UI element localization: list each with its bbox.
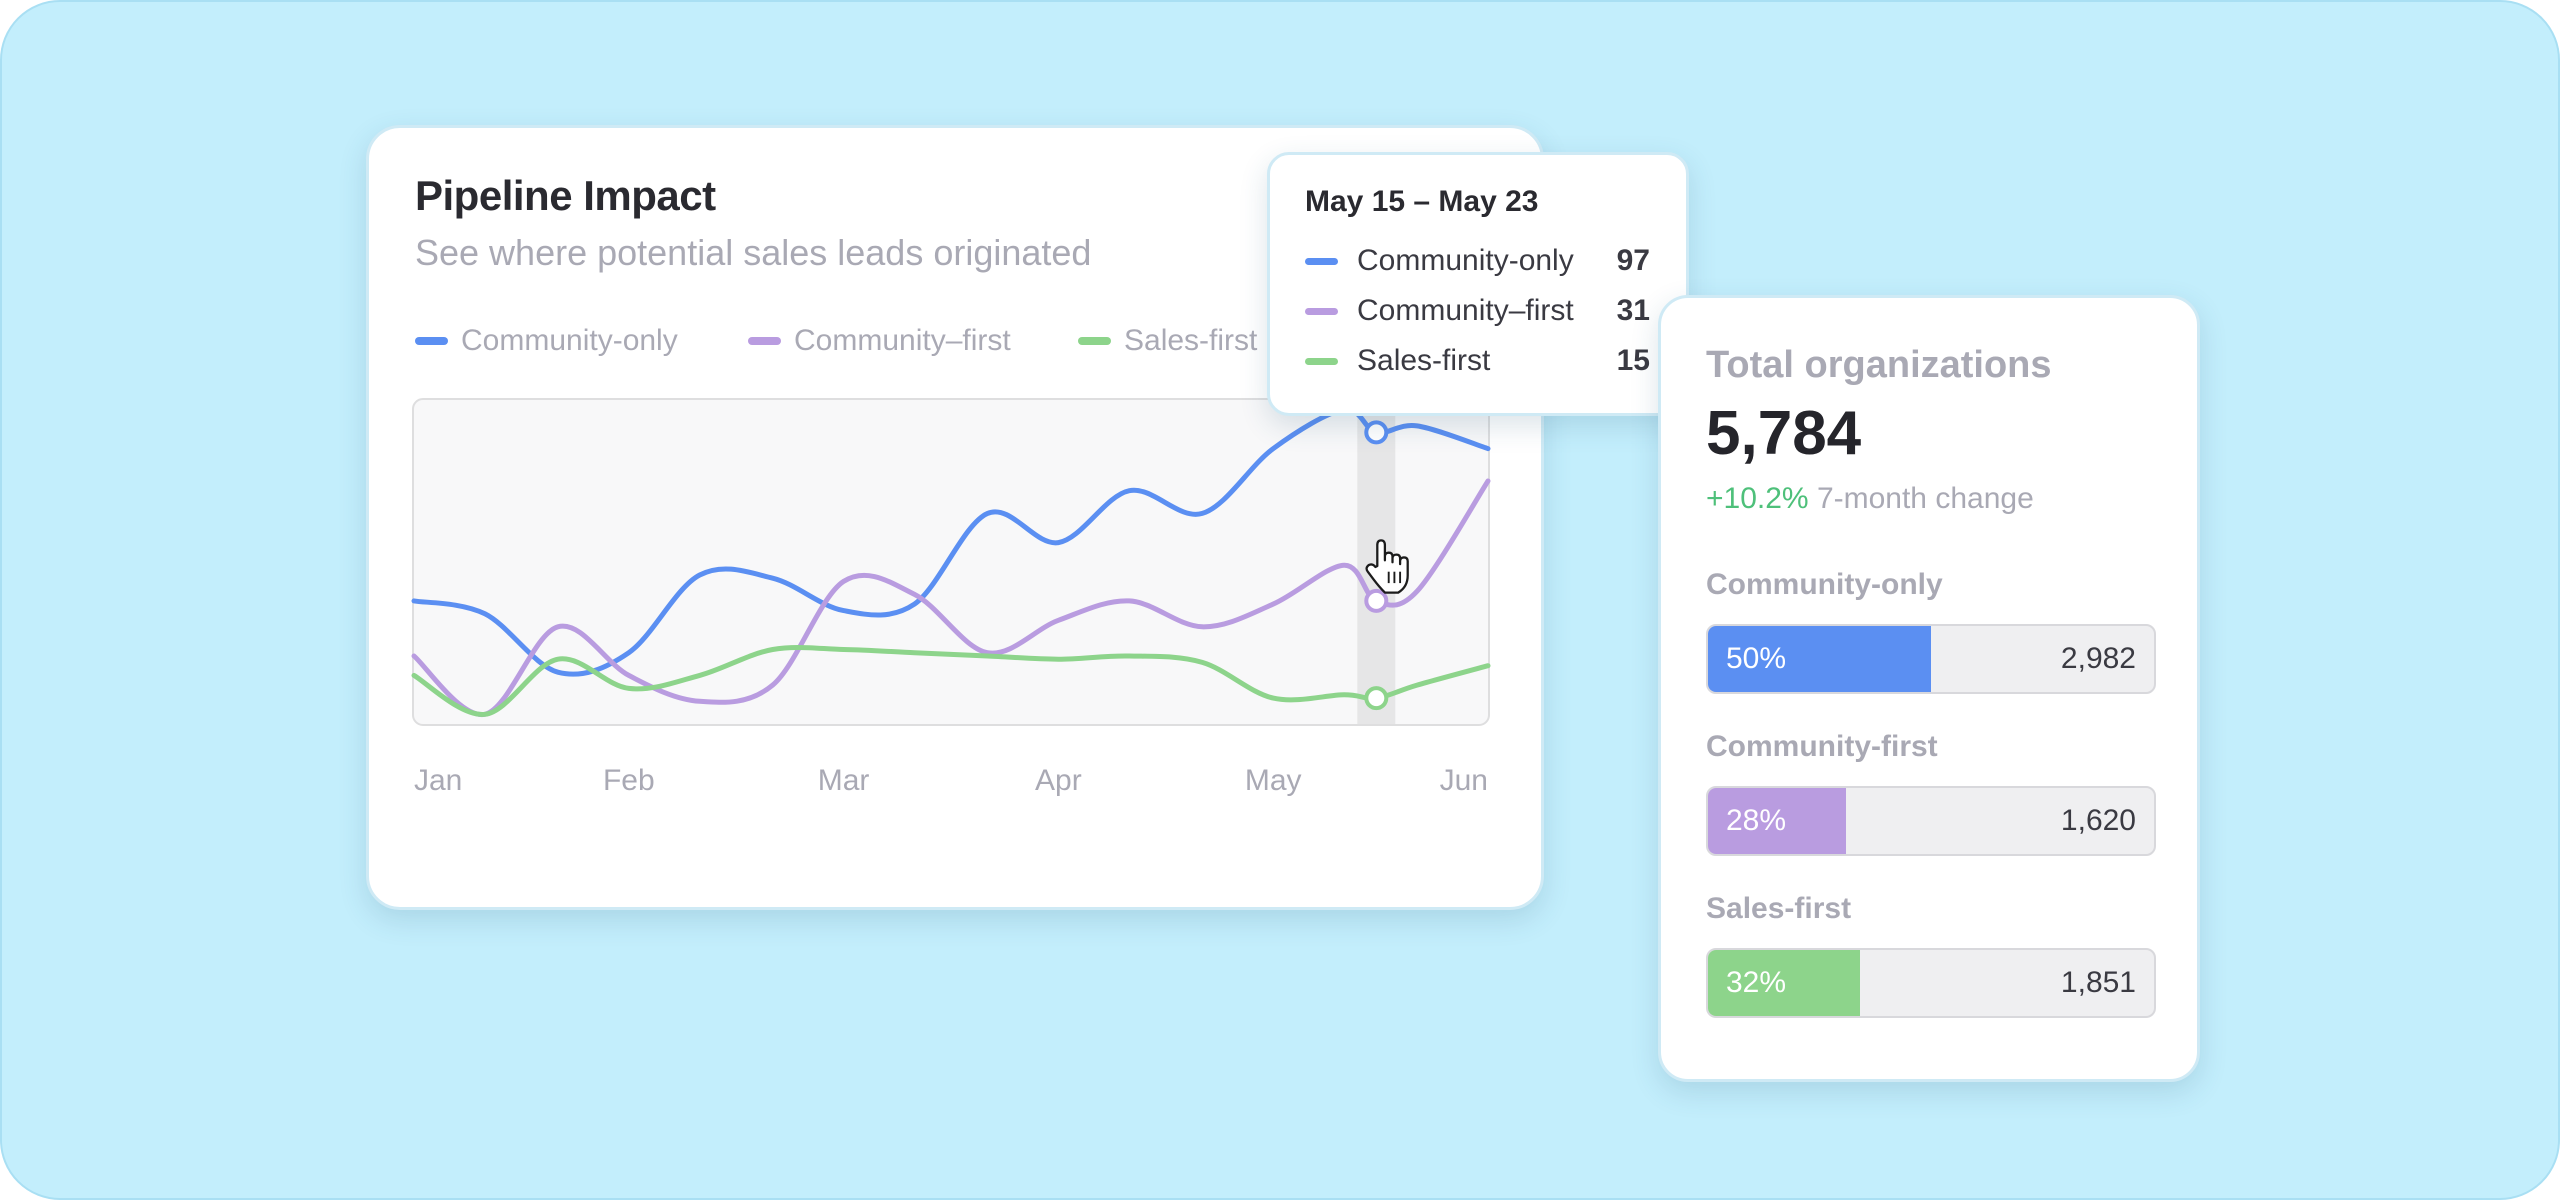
legend-label: Community-only bbox=[461, 324, 678, 357]
tooltip-swatch-community-first bbox=[1305, 307, 1338, 315]
bar-percent: 28% bbox=[1726, 804, 1787, 837]
chart-tooltip: May 15 – May 23 Community-only 97 Commun… bbox=[1267, 152, 1689, 416]
tooltip-value: 97 bbox=[1616, 244, 1650, 277]
x-tick-label-jan: Jan bbox=[414, 764, 462, 797]
total-label: Total organizations bbox=[1706, 344, 2052, 386]
bar-fill bbox=[1708, 950, 1860, 1016]
hand-cursor-icon bbox=[1365, 539, 1409, 594]
total-organizations-card: Total organizations 5,784 +10.2% 7-month… bbox=[1658, 295, 2200, 1082]
segment-label-sales-first: Sales-first bbox=[1706, 892, 1852, 925]
tooltip-swatch-community-only bbox=[1305, 257, 1338, 265]
highlight-point-sales-first[interactable] bbox=[1364, 686, 1389, 711]
bar-count: 1,620 bbox=[2060, 804, 2136, 837]
segment-bar-sales-first[interactable]: 32% 1,851 bbox=[1706, 948, 2156, 1018]
x-tick-label-mar: Mar bbox=[818, 764, 870, 797]
x-tick-label-apr: Apr bbox=[1035, 764, 1082, 797]
total-value: 5,784 bbox=[1706, 399, 1862, 468]
legend-swatch-sales-first bbox=[1078, 337, 1111, 345]
tooltip-label: Community-only bbox=[1357, 244, 1574, 277]
tooltip-swatch-sales-first bbox=[1305, 357, 1338, 365]
bar-fill bbox=[1708, 626, 1931, 692]
tooltip-row-sales-first: Sales-first 15 bbox=[1305, 341, 1650, 381]
legend-label: Community–first bbox=[794, 324, 1011, 357]
line-chart[interactable]: Jan Feb Mar Apr May Jun bbox=[411, 398, 1502, 868]
tooltip-value: 31 bbox=[1616, 294, 1650, 327]
segment-label-community-first: Community-first bbox=[1706, 730, 1938, 763]
x-tick-label-jun: Jun bbox=[1440, 764, 1488, 797]
bar-percent: 50% bbox=[1726, 642, 1787, 675]
legend-label: Sales-first bbox=[1124, 324, 1258, 357]
x-tick-label-may: May bbox=[1245, 764, 1302, 797]
legend-item-community-first[interactable]: Community–first bbox=[748, 324, 1011, 358]
legend-item-community-only[interactable]: Community-only bbox=[415, 324, 678, 358]
highlight-point-community-only[interactable] bbox=[1364, 420, 1389, 445]
bar-fill bbox=[1708, 788, 1847, 854]
series-line-community-first[interactable] bbox=[411, 478, 1491, 717]
chart-subtitle: See where potential sales leads originat… bbox=[415, 232, 1092, 273]
total-change: +10.2% 7-month change bbox=[1706, 482, 2034, 516]
series-line-sales-first[interactable] bbox=[411, 644, 1491, 717]
plot-area bbox=[412, 398, 1490, 726]
segment-bar-community-first[interactable]: 28% 1,620 bbox=[1706, 786, 2156, 856]
segment-bar-community-only[interactable]: 50% 2,982 bbox=[1706, 624, 2156, 694]
segment-label-community-only: Community-only bbox=[1706, 568, 1943, 601]
tooltip-row-community-first: Community–first 31 bbox=[1305, 291, 1650, 331]
tooltip-title: May 15 – May 23 bbox=[1305, 185, 1539, 218]
tooltip-label: Community–first bbox=[1357, 294, 1574, 327]
chart-title: Pipeline Impact bbox=[415, 172, 716, 219]
highlight-point-community-first[interactable] bbox=[1364, 588, 1389, 613]
change-percent: +10.2% bbox=[1706, 482, 1809, 515]
legend-swatch-community-only bbox=[415, 337, 448, 345]
bar-count: 1,851 bbox=[2060, 966, 2136, 999]
bar-percent: 32% bbox=[1726, 966, 1787, 999]
bar-count: 2,982 bbox=[2060, 642, 2136, 675]
legend-item-sales-first[interactable]: Sales-first bbox=[1078, 324, 1257, 358]
highlight-points bbox=[1364, 420, 1389, 711]
legend-swatch-community-first bbox=[748, 337, 781, 345]
tooltip-label: Sales-first bbox=[1357, 344, 1491, 377]
x-axis-labels: Jan Feb Mar Apr May Jun bbox=[414, 764, 1488, 797]
change-text: 7-month change bbox=[1816, 482, 2034, 515]
tooltip-value: 15 bbox=[1616, 344, 1650, 377]
x-tick-label-feb: Feb bbox=[603, 764, 655, 797]
tooltip-row-community-only: Community-only 97 bbox=[1305, 241, 1650, 281]
